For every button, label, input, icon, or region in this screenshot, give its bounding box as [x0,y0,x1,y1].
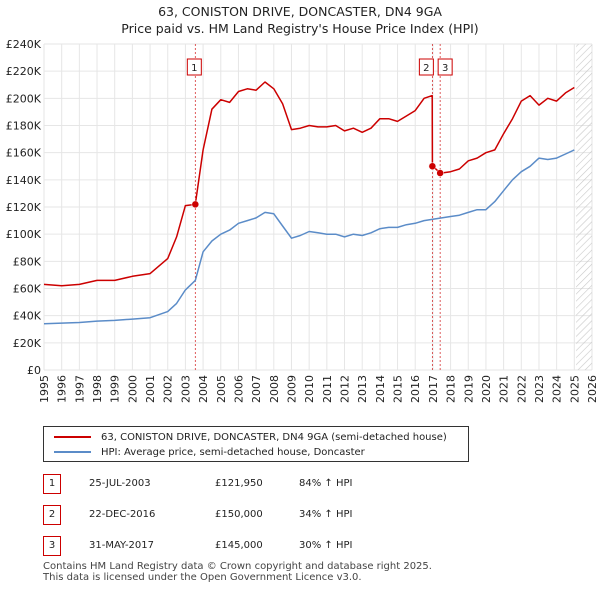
transaction-row: 3 31-MAY-2017 £145,000 30% ↑ HPI [43,536,483,556]
x-tick-label: 2006 [232,375,245,403]
y-tick-label: £180K [6,120,42,133]
chart-title-line2: Price paid vs. HM Land Registry's House … [121,21,479,36]
x-tick-label: 1996 [56,375,69,403]
chart-title: 63, CONISTON DRIVE, DONCASTER, DN4 9GA P… [0,3,600,37]
x-tick-label: 1995 [38,375,51,403]
y-tick-label: £120K [6,201,42,214]
x-tick-label: 2007 [250,375,263,403]
x-tick-label: 2022 [515,375,528,403]
sale-label-3: 3 [442,63,448,74]
footer-attribution: Contains HM Land Registry data © Crown c… [43,561,432,583]
transaction-date: 31-MAY-2017 [89,540,155,551]
sale-label-box-1 [186,58,202,76]
legend-swatch-hpi [54,451,91,453]
transaction-hpi-change: 84% ↑ HPI [299,478,353,489]
transaction-price: £121,950 [215,478,263,489]
x-tick-label: 2018 [445,375,458,403]
legend-label-hpi: HPI: Average price, semi-detached house,… [101,446,365,458]
transaction-row: 2 22-DEC-2016 £150,000 34% ↑ HPI [43,505,483,525]
x-tick-label: 2011 [321,375,334,403]
y-tick-label: £240K [6,38,42,51]
footer-line1: Contains HM Land Registry data © Crown c… [43,561,432,572]
sale-label-box-2 [418,58,434,76]
x-tick-label: 2017 [427,375,440,403]
footer-line2: This data is licensed under the Open Gov… [43,572,362,583]
legend-item-hpi: HPI: Average price, semi-detached house,… [54,445,365,459]
y-tick-label: £0 [27,364,41,377]
hpi-line [43,149,575,325]
sale-label-1: 1 [191,63,197,74]
price-chart: £0 £20K £40K £60K £80K £100K £120K £140K £160K £1… [6,38,599,403]
y-tick-label: £200K [6,92,42,105]
x-tick-label: 2020 [480,375,493,403]
x-tick-label: 2001 [144,375,157,403]
x-tick-label: 2025 [568,375,581,403]
transaction-number-badge: 2 [43,505,61,525]
x-tick-label: 2005 [215,375,228,403]
x-tick-label: 2008 [268,375,281,403]
y-tick-label: £100K [6,228,42,241]
x-tick-label: 2014 [374,375,387,403]
x-tick-label: 2026 [586,375,599,403]
y-tick-label: £140K [6,174,42,187]
y-tick-label: £160K [6,147,42,160]
transaction-date: 22-DEC-2016 [89,509,156,520]
forecast-hatch-region [576,44,592,370]
chart-legend: 63, CONISTON DRIVE, DONCASTER, DN4 9GA (… [43,426,469,462]
x-tick-label: 2003 [179,375,192,403]
sale-label-box-3 [437,58,453,76]
legend-item-property: 63, CONISTON DRIVE, DONCASTER, DN4 9GA (… [54,430,447,444]
sale-label-2: 2 [423,63,429,74]
transaction-date: 25-JUL-2003 [89,478,151,489]
x-tick-label: 2002 [162,375,175,403]
transaction-hpi-change: 30% ↑ HPI [299,540,353,551]
y-tick-label: £60K [13,283,42,296]
sale-marker-3 [436,169,444,177]
x-tick-label: 2004 [197,375,210,403]
x-tick-label: 2010 [303,375,316,403]
y-tick-label: £20K [13,337,42,350]
x-tick-label: 2013 [356,375,369,403]
x-tick-label: 2024 [551,375,564,403]
x-tick-label: 1998 [91,375,104,403]
x-tick-label: 2023 [533,375,546,403]
y-tick-label: £220K [6,65,42,78]
property-price-line [43,81,575,287]
transaction-hpi-change: 34% ↑ HPI [299,509,353,520]
x-tick-label: 1999 [109,375,122,403]
y-tick-label: £40K [13,310,42,323]
transaction-price: £150,000 [215,509,263,520]
transaction-number-badge: 1 [43,474,61,494]
x-tick-label: 2021 [498,375,511,403]
x-tick-label: 2019 [462,375,475,403]
transaction-price: £145,000 [215,540,263,551]
x-tick-label: 2015 [392,375,405,403]
x-tick-label: 1997 [73,375,86,403]
transaction-number-badge: 3 [43,536,61,556]
transaction-row: 1 25-JUL-2003 £121,950 84% ↑ HPI [43,474,483,494]
legend-label-property: 63, CONISTON DRIVE, DONCASTER, DN4 9GA (… [101,431,447,443]
y-tick-label: £80K [13,255,42,268]
sale-marker-1 [191,200,200,209]
x-tick-label: 2000 [126,375,139,403]
x-tick-label: 2012 [339,375,352,403]
sale-marker-2 [428,162,437,170]
x-tick-label: 2016 [409,375,422,403]
legend-swatch-property [54,436,91,438]
chart-title-line1: 63, CONISTON DRIVE, DONCASTER, DN4 9GA [158,4,442,19]
x-tick-label: 2009 [285,375,298,403]
